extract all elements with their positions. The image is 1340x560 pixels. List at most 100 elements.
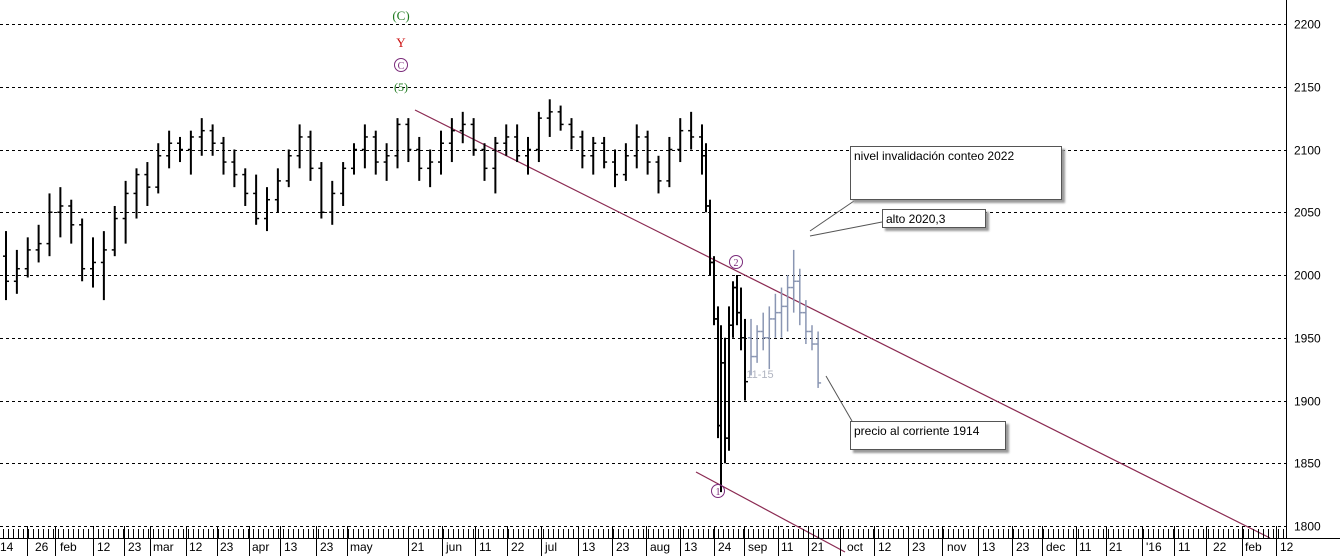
x-tick-label: 23 bbox=[912, 540, 926, 554]
ohlc-bar bbox=[3, 231, 9, 301]
ohlc-bar bbox=[784, 275, 791, 332]
x-tick-label: 23 bbox=[616, 540, 630, 554]
y-tick-label: 1900 bbox=[1294, 395, 1321, 409]
wave-label-5: (5) bbox=[394, 80, 408, 94]
ohlc-bar bbox=[754, 325, 761, 363]
ohlc-bar bbox=[264, 187, 270, 232]
date-marker-label: 11-15 bbox=[746, 369, 773, 381]
x-tick-label: 12 bbox=[1280, 540, 1294, 554]
wave-label-circle bbox=[711, 484, 725, 498]
ohlc-bar bbox=[730, 281, 736, 338]
x-tick-label: jun bbox=[445, 540, 462, 554]
y-tick-label: 2150 bbox=[1294, 81, 1321, 95]
ohlc-bar bbox=[24, 237, 31, 278]
ohlc-bar bbox=[383, 143, 390, 181]
ohlc-bar bbox=[481, 143, 488, 181]
ohlc-bar bbox=[448, 118, 455, 163]
x-tick-label: 23 bbox=[1016, 540, 1030, 554]
ohlc-bar bbox=[438, 130, 444, 175]
wave-label-1: 1 bbox=[716, 487, 721, 498]
wave-label-y: Y bbox=[396, 35, 406, 50]
x-tick-label: 11 bbox=[479, 540, 492, 554]
ohlc-bar bbox=[655, 155, 662, 194]
ohlc-bar bbox=[644, 130, 651, 175]
x-tick-label: may bbox=[350, 540, 373, 554]
ohlc-bar bbox=[688, 111, 695, 150]
ohlc-bar bbox=[187, 130, 194, 175]
x-tick-label: 22 bbox=[511, 540, 525, 554]
ohlc-bar bbox=[394, 118, 401, 169]
ohlc-bar bbox=[231, 149, 238, 188]
x-tick-label: 24 bbox=[718, 540, 732, 554]
invalidation-note: nivel invalidación conteo 2022 bbox=[850, 146, 1062, 200]
y-tick-label: 1800 bbox=[1294, 520, 1321, 534]
ohlc-bar bbox=[748, 318, 754, 376]
upper-trendline bbox=[414, 109, 1271, 539]
ohlc-bar bbox=[361, 124, 368, 169]
ohlc-bar bbox=[285, 149, 292, 188]
wave-label-circle bbox=[394, 58, 408, 72]
ohlc-bar bbox=[459, 111, 466, 144]
ohlc-bar bbox=[133, 168, 140, 219]
ohlc-bar bbox=[13, 249, 20, 294]
x-tick-label: oct bbox=[847, 540, 864, 554]
x-tick-label: 14 bbox=[0, 540, 14, 554]
x-tick-label: dec bbox=[1046, 540, 1065, 554]
ohlc-bar bbox=[711, 256, 717, 326]
ohlc-bar bbox=[242, 168, 249, 206]
ohlc-bar bbox=[514, 124, 521, 163]
trend-channel bbox=[414, 109, 1271, 553]
ohlc-bar bbox=[742, 318, 748, 401]
x-tick-label: 11 bbox=[1079, 540, 1092, 554]
ohlc-bar bbox=[198, 118, 205, 156]
x-tick-label: 21 bbox=[1109, 540, 1123, 554]
y-tick-label: 1950 bbox=[1294, 332, 1321, 346]
y-tick-label: 2000 bbox=[1294, 269, 1321, 283]
ohlc-bar bbox=[111, 205, 118, 257]
ohlc-bar bbox=[760, 312, 767, 351]
ohlc-bar bbox=[492, 136, 499, 194]
x-tick-label: 23 bbox=[220, 540, 234, 554]
ohlc-bar bbox=[318, 162, 325, 219]
high-note: alto 2020,3 bbox=[882, 209, 986, 228]
x-tick-label: sep bbox=[748, 540, 768, 554]
x-tick-label: 21 bbox=[411, 540, 425, 554]
ohlc-bar bbox=[372, 130, 379, 175]
ohlc-bar bbox=[79, 218, 86, 282]
x-tick-label: 22 bbox=[1213, 540, 1227, 554]
ohlc-bar bbox=[809, 325, 815, 351]
ohlc-bar bbox=[568, 118, 575, 150]
x-tick-label: feb bbox=[1245, 540, 1262, 554]
wave-label-c-major: (C) bbox=[392, 8, 409, 23]
ohlc-bar bbox=[707, 199, 713, 275]
ohlc-bar bbox=[699, 124, 705, 175]
high-note-leader-2 bbox=[809, 221, 883, 237]
x-tick-label: mar bbox=[153, 540, 174, 554]
ohlc-bar bbox=[579, 130, 586, 169]
wave-label-circle bbox=[729, 255, 743, 269]
ohlc-bar bbox=[351, 143, 357, 175]
ohlc-bar bbox=[68, 199, 75, 244]
ohlc-bar bbox=[738, 287, 744, 351]
x-tick-label: 13 bbox=[684, 540, 698, 554]
ohlc-bar bbox=[612, 149, 618, 188]
x-tick-label: 23 bbox=[320, 540, 334, 554]
y-tick-label: 2200 bbox=[1294, 18, 1321, 32]
y-tick-label: 2050 bbox=[1294, 206, 1321, 220]
ohlc-bar bbox=[144, 162, 151, 206]
ohlc-bar bbox=[90, 237, 96, 288]
ohlc-bar bbox=[601, 136, 608, 169]
x-tick-label: 21 bbox=[811, 540, 825, 554]
ohlc-bar bbox=[778, 287, 785, 338]
ohlc-bar bbox=[155, 143, 162, 194]
x-tick-label: jul bbox=[544, 540, 557, 554]
ohlc-bar bbox=[703, 143, 709, 213]
ohlc-bar bbox=[557, 105, 564, 131]
ohlc-bar bbox=[46, 193, 53, 257]
ohlc-bar bbox=[722, 337, 728, 464]
x-tick-label: feb bbox=[60, 540, 77, 554]
ohlc-bar bbox=[416, 136, 423, 181]
ohlc-bar bbox=[253, 174, 260, 225]
